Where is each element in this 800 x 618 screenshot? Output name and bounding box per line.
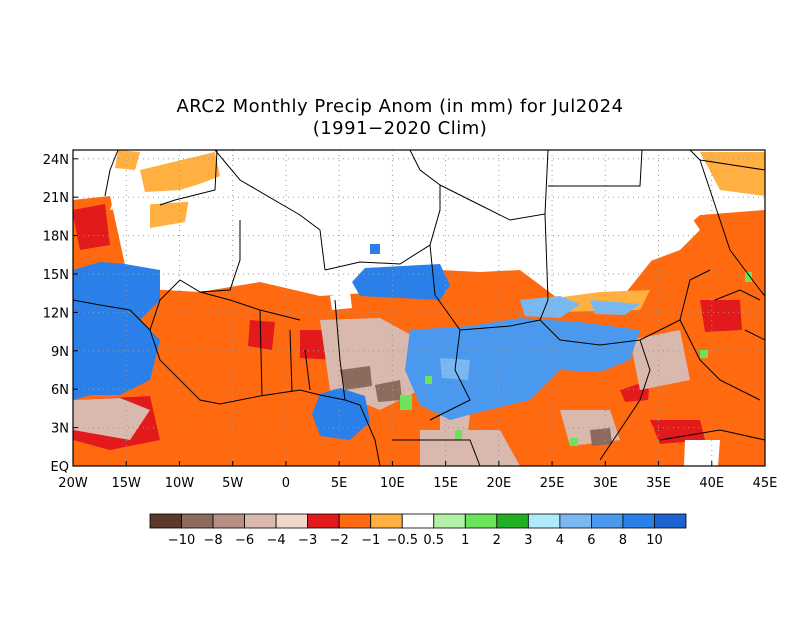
anomaly-blue-central bbox=[405, 318, 640, 420]
y-tick-label: 21N bbox=[43, 191, 69, 206]
x-tick-label: 20E bbox=[486, 476, 511, 491]
colorbar-swatch bbox=[559, 513, 592, 529]
colorbar-swatch bbox=[591, 513, 624, 529]
x-tick-label: 5E bbox=[331, 476, 348, 491]
colorbar-label: −10 bbox=[168, 533, 195, 548]
colorbar-label: 3 bbox=[524, 533, 532, 548]
anomaly-blue-coast bbox=[312, 388, 370, 440]
y-tick-label: 12N bbox=[43, 306, 69, 321]
x-tick-label: 35E bbox=[646, 476, 671, 491]
y-tick-label: EQ bbox=[51, 460, 69, 475]
colorbar-swatch bbox=[149, 513, 182, 529]
x-tick-label: 30E bbox=[593, 476, 618, 491]
y-tick-label: 9N bbox=[51, 345, 69, 360]
colorbar-swatch bbox=[527, 513, 561, 529]
colorbar-swatch bbox=[338, 513, 372, 529]
x-tick-label: 15E bbox=[433, 476, 458, 491]
x-tick-label: 45E bbox=[753, 476, 778, 491]
colorbar-label: 1 bbox=[461, 533, 469, 548]
y-tick-label: 24N bbox=[43, 153, 69, 168]
colorbar-swatch bbox=[401, 513, 435, 529]
colorbar-label: 0.5 bbox=[423, 533, 444, 548]
colorbar-label: 2 bbox=[493, 533, 501, 548]
colorbar-label: 10 bbox=[646, 533, 663, 548]
colorbar-label: −1 bbox=[361, 533, 380, 548]
colorbar-swatch bbox=[212, 513, 245, 529]
y-axis: 24N 21N 18N 15N 12N 9N 6N 3N EQ bbox=[43, 153, 78, 475]
x-tick-label: 10E bbox=[380, 476, 405, 491]
x-tick-label: 10W bbox=[165, 476, 195, 491]
anomaly-red-pockets bbox=[73, 204, 742, 466]
colorbar-swatch bbox=[181, 513, 214, 529]
colorbar-label: 8 bbox=[619, 533, 627, 548]
colorbar-swatch bbox=[275, 513, 309, 529]
colorbar-swatch bbox=[433, 513, 466, 529]
colorbar-swatch bbox=[622, 513, 655, 529]
colorbar-label: −2 bbox=[330, 533, 349, 548]
colorbar-label: 4 bbox=[556, 533, 564, 548]
colorbar-label: −3 bbox=[298, 533, 317, 548]
anomaly-brown-patch bbox=[340, 366, 612, 446]
colorbar-swatch bbox=[244, 513, 277, 529]
y-tick-label: 3N bbox=[51, 422, 69, 437]
anomaly-light-orange bbox=[115, 150, 765, 312]
colorbar-label: −0.5 bbox=[386, 533, 418, 548]
x-tick-label: 40E bbox=[699, 476, 724, 491]
map-title: ARC2 Monthly Precip Anom (in mm) for Jul… bbox=[176, 96, 624, 117]
x-tick-label: 25E bbox=[540, 476, 565, 491]
colorbar-label: 6 bbox=[587, 533, 595, 548]
x-tick-label: 0 bbox=[282, 476, 290, 491]
map-subtitle: (1991−2020 Clim) bbox=[312, 118, 488, 139]
colorbar-swatch bbox=[370, 513, 403, 529]
country-borders bbox=[73, 150, 765, 466]
anomaly-light-blue bbox=[440, 296, 640, 380]
map-gridlines bbox=[73, 150, 765, 466]
colorbar-label: −6 bbox=[235, 533, 254, 548]
anomaly-blue-sahel bbox=[352, 244, 450, 300]
x-tick-label: 20W bbox=[58, 476, 88, 491]
x-tick-label: 15W bbox=[112, 476, 142, 491]
color-legend: −10 −8 −6 −4 −3 −2 −1 −0.5 0.5 1 2 3 4 6 8 10 bbox=[149, 513, 687, 548]
x-axis: 20W 15W 10W 5W 0 5E 10E 15E 20E 25E 30E 35E 40E 45E bbox=[58, 461, 777, 491]
colorbar-label: −4 bbox=[267, 533, 286, 548]
colorbar-swatch bbox=[464, 513, 498, 529]
x-tick-label: 5W bbox=[222, 476, 243, 491]
colorbar-swatch bbox=[307, 513, 340, 529]
y-tick-label: 15N bbox=[43, 268, 69, 283]
colorbar-swatch bbox=[654, 513, 687, 529]
y-tick-label: 6N bbox=[51, 383, 69, 398]
colorbar-swatch bbox=[496, 513, 529, 529]
colorbar-label: −8 bbox=[203, 533, 222, 548]
y-tick-label: 18N bbox=[43, 230, 69, 245]
map-frame bbox=[72, 149, 766, 467]
anomaly-blue-west bbox=[73, 262, 160, 400]
